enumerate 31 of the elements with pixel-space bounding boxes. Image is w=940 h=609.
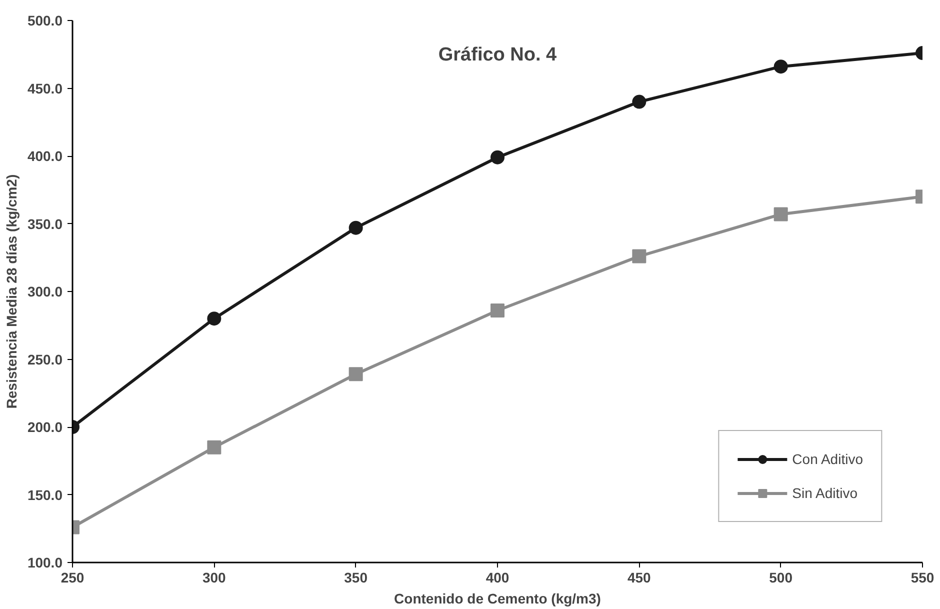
- y-tick-label: 250.0: [27, 351, 63, 368]
- y-tick-label: 300.0: [27, 284, 63, 300]
- legend-label: Con Aditivo: [792, 451, 863, 467]
- point: [774, 207, 788, 222]
- y-tick-label: 350.0: [27, 216, 63, 232]
- x-tick-label: 450: [627, 570, 652, 586]
- x-tick-label: 250: [60, 570, 84, 586]
- x-tick-label: 400: [486, 570, 510, 586]
- point: [632, 249, 646, 264]
- y-tick-label: 400.0: [27, 148, 63, 164]
- point: [632, 94, 646, 109]
- y-tick-label: 450.0: [27, 80, 63, 96]
- y-tick-label: 500.0: [27, 12, 63, 28]
- legend-label: Sin Aditivo: [792, 485, 858, 501]
- y-tick-label: 100.0: [27, 554, 63, 570]
- point: [207, 312, 222, 326]
- x-tick-label: 300: [202, 570, 226, 586]
- y-tick-label: 200.0: [27, 419, 63, 435]
- x-axis-title: Contenido de Cemento (kg/m3): [394, 590, 601, 606]
- x-tick-label: 350: [344, 570, 368, 586]
- text: Gráfico No. 4: [438, 44, 558, 66]
- point: [490, 303, 504, 318]
- point: [774, 60, 788, 74]
- x-tick-label: 550: [910, 570, 934, 586]
- y-tick-label: 150.0: [27, 486, 63, 503]
- point: [490, 150, 504, 164]
- point: [348, 367, 363, 382]
- y-axis-title: Resistencia Media 28 días (kg/cm2): [3, 174, 20, 409]
- point: [348, 220, 363, 235]
- point: [207, 440, 222, 454]
- x-tick-label: 500: [769, 570, 793, 586]
